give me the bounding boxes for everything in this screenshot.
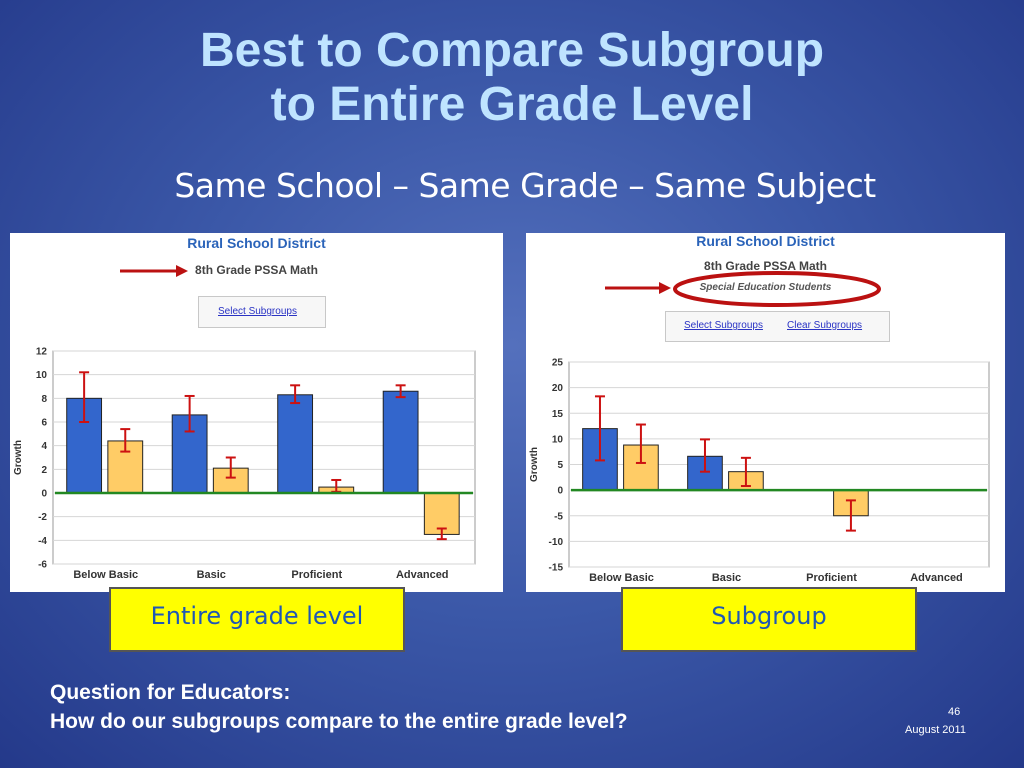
left-district-title: Rural School District xyxy=(187,235,326,251)
left-x-tick-label: Proficient xyxy=(291,569,342,581)
left-x-tick-label: Below Basic xyxy=(73,569,138,581)
left-arrow-icon xyxy=(120,265,188,277)
left-y-axis-label: Growth xyxy=(13,440,24,475)
left-chart-panel: Rural School District 8th Grade PSSA Mat… xyxy=(10,233,503,592)
right-y-tick-label: -5 xyxy=(554,511,563,522)
right-x-tick-label: Proficient xyxy=(806,572,857,584)
right-subgroup-label: Special Education Students xyxy=(699,282,832,293)
right-x-tick-label: Advanced xyxy=(910,572,963,584)
right-select-subgroups-link[interactable]: Select Subgroups xyxy=(684,320,763,331)
right-x-tick-label: Below Basic xyxy=(589,572,654,584)
left-select-subgroups-link[interactable]: Select Subgroups xyxy=(218,306,297,317)
right-grade-title: 8th Grade PSSA Math xyxy=(704,259,827,273)
right-y-tick-label: 20 xyxy=(552,383,564,394)
left-bar-chart: 12 10 8 6 4 2 0 -2 -4 -6 Growth Below Basic Basic Pro… xyxy=(13,347,476,581)
slide-title: Best to Compare Subgroup to Entire Grade… xyxy=(0,24,1024,132)
subgroup-label: Subgroup xyxy=(621,587,917,652)
left-y-tick-label: -6 xyxy=(38,560,47,571)
right-bar-chart: 25 20 15 10 5 0 -5 -10 -15 Growth Below Basic Basic… xyxy=(529,358,990,584)
left-bar xyxy=(382,390,419,494)
slide-date: August 2011 xyxy=(905,724,966,736)
right-y-tick-label: -10 xyxy=(549,537,564,548)
right-select-box: Select Subgroups Clear Subgroups xyxy=(665,311,890,342)
page-number: 46 xyxy=(948,706,961,718)
right-y-tick-label: 0 xyxy=(557,486,563,497)
right-bar xyxy=(687,455,723,491)
slide-subtitle: Same School – Same Grade – Same Subject xyxy=(174,166,876,205)
right-arrow-icon xyxy=(605,282,671,294)
right-y-tick-label: 15 xyxy=(552,409,564,420)
left-y-tick-label: 4 xyxy=(41,441,47,452)
left-y-tick-label: 8 xyxy=(41,394,47,405)
right-clear-subgroups-link[interactable]: Clear Subgroups xyxy=(787,320,863,331)
right-y-tick-label: -15 xyxy=(549,563,564,574)
question-text: Question for Educators: How do our subgr… xyxy=(50,678,628,736)
left-y-tick-label: -2 xyxy=(38,512,47,523)
question-heading: Question for Educators: xyxy=(50,681,291,704)
left-grade-title: 8th Grade PSSA Math xyxy=(195,263,318,277)
left-y-tick-label: 0 xyxy=(41,489,47,500)
right-district-title: Rural School District xyxy=(696,233,835,249)
left-y-tick-label: 6 xyxy=(41,418,47,429)
left-y-tick-label: 2 xyxy=(41,465,47,476)
right-y-axis-label: Growth xyxy=(529,447,540,482)
right-y-tick-label: 5 xyxy=(557,460,563,471)
right-y-tick-label: 25 xyxy=(552,358,564,369)
left-y-tick-label: -4 xyxy=(38,536,47,547)
right-y-tick-label: 10 xyxy=(552,434,564,445)
right-x-tick-label: Basic xyxy=(712,572,741,584)
title-line-2: to Entire Grade Level xyxy=(270,78,754,131)
left-x-tick-label: Advanced xyxy=(396,569,449,581)
highlight-ellipse xyxy=(673,271,881,307)
left-x-tick-label: Basic xyxy=(197,569,226,581)
left-y-tick-label: 10 xyxy=(36,370,48,381)
left-y-tick-label: 12 xyxy=(36,347,48,358)
right-chart-panel: Rural School District 8th Grade PSSA Mat… xyxy=(526,233,1005,592)
entire-grade-level-label: Entire grade level xyxy=(109,587,405,652)
question-body: How do our subgroups compare to the enti… xyxy=(50,710,628,733)
left-select-box: Select Subgroups xyxy=(198,296,326,328)
title-line-1: Best to Compare Subgroup xyxy=(199,24,825,77)
